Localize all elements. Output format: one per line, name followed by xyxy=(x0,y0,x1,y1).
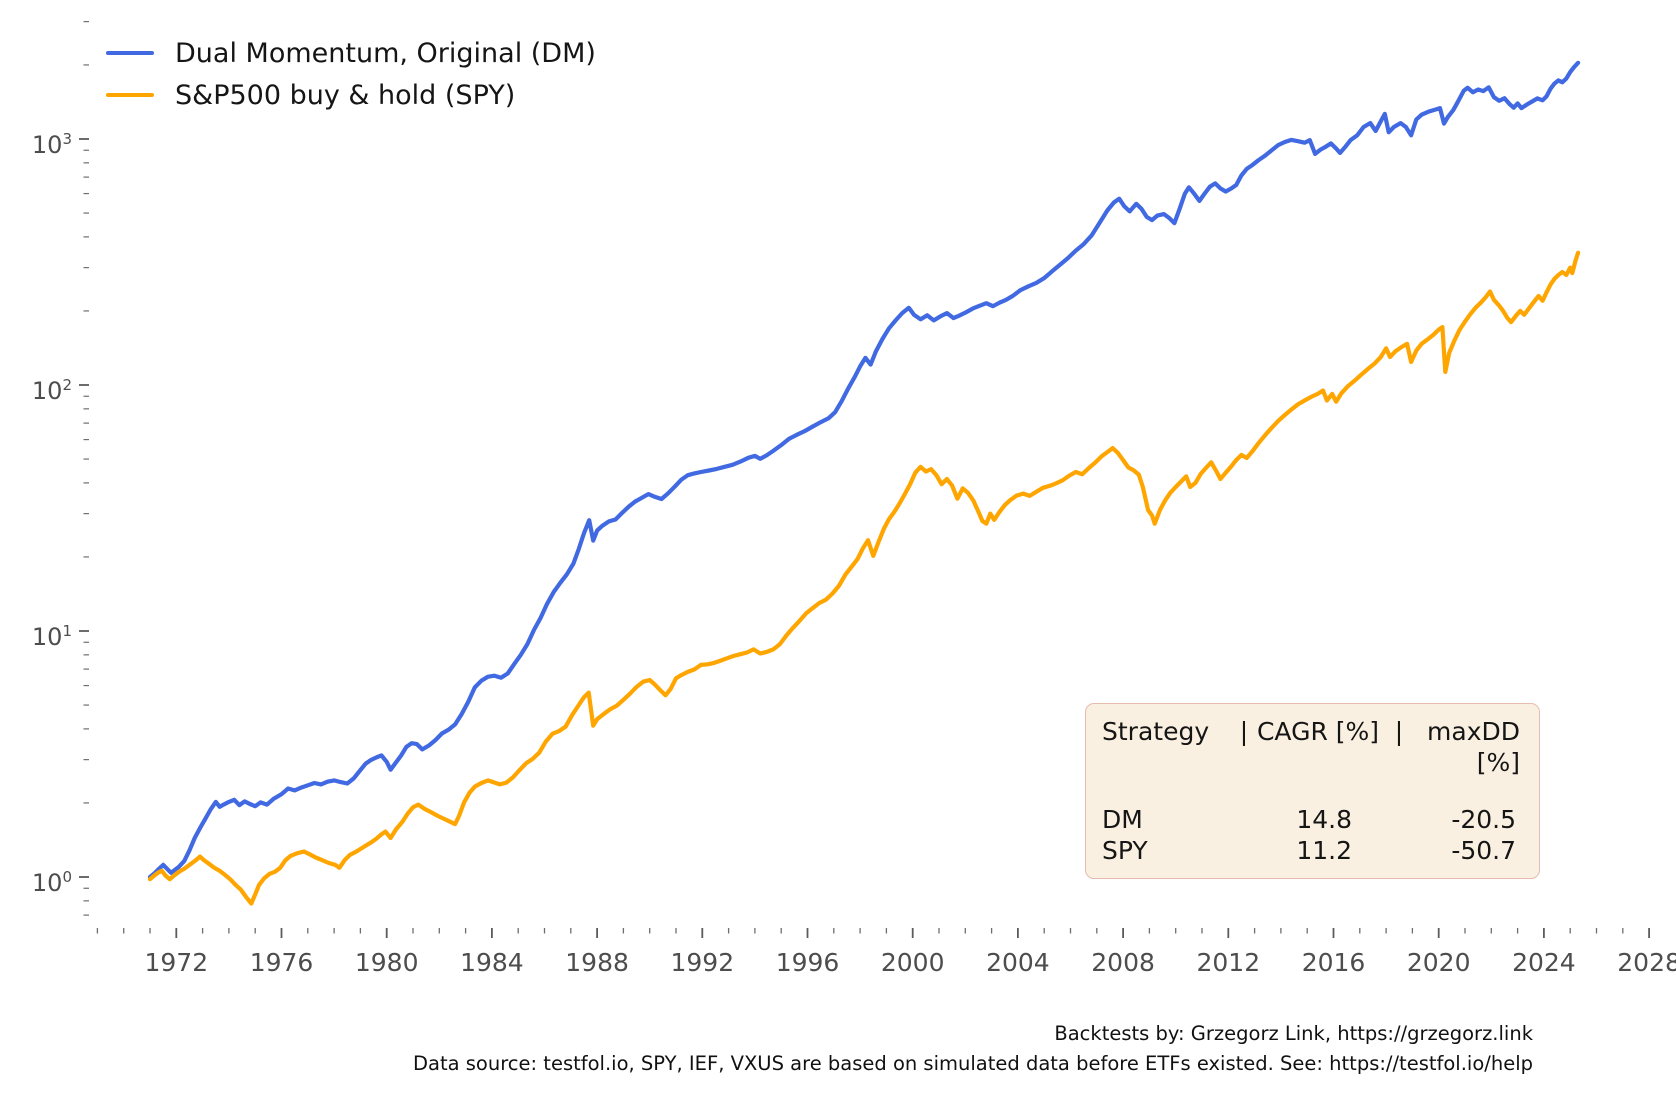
footer: Backtests by: Grzegorz Link, https://grz… xyxy=(413,1019,1533,1078)
svg-text:1988: 1988 xyxy=(565,948,629,977)
stats-spy-cagr: 11.2 xyxy=(1296,836,1352,865)
svg-text:2000: 2000 xyxy=(881,948,945,977)
svg-text:1972: 1972 xyxy=(144,948,208,977)
legend-swatch-0 xyxy=(106,50,154,56)
stats-dm-cagr: 14.8 xyxy=(1296,805,1352,834)
stats-table: Strategy | CAGR [%] | maxDD [%] DM 14.8 … xyxy=(1085,703,1540,879)
svg-text:2004: 2004 xyxy=(986,948,1050,977)
footer-credit-line: Backtests by: Grzegorz Link, https://grz… xyxy=(1054,1022,1533,1045)
svg-text:2012: 2012 xyxy=(1196,948,1260,977)
legend-item-spy: S&P500 buy & hold (SPY) xyxy=(106,74,596,116)
svg-text:1980: 1980 xyxy=(355,948,419,977)
svg-text:2024: 2024 xyxy=(1512,948,1576,977)
svg-text:1992: 1992 xyxy=(670,948,734,977)
svg-text:2016: 2016 xyxy=(1302,948,1366,977)
stats-spy-name: SPY xyxy=(1102,836,1148,865)
svg-text:2008: 2008 xyxy=(1091,948,1155,977)
svg-text:1996: 1996 xyxy=(776,948,840,977)
stats-header-pipe-2: | xyxy=(1394,717,1404,746)
legend-label-dm: Dual Momentum, Original (DM) xyxy=(175,37,596,69)
svg-text:2020: 2020 xyxy=(1407,948,1471,977)
stats-spy-spacer-2 xyxy=(1382,835,1416,866)
legend-item-dm: Dual Momentum, Original (DM) xyxy=(106,32,596,74)
stats-dm-spacer-2 xyxy=(1382,804,1416,835)
y-tick-label-10e1: 101 xyxy=(31,622,72,651)
y-tick-label-10e3: 103 xyxy=(31,130,72,159)
stats-header-strategy: Strategy xyxy=(1102,717,1210,746)
svg-text:2028: 2028 xyxy=(1617,948,1676,977)
stats-table-header: Strategy | CAGR [%] | maxDD [%] xyxy=(1102,716,1523,778)
svg-text:1984: 1984 xyxy=(460,948,524,977)
stats-spy-maxdd: -50.7 xyxy=(1451,836,1516,865)
stats-dm-maxdd: -20.5 xyxy=(1451,805,1516,834)
svg-text:1976: 1976 xyxy=(250,948,314,977)
stats-dm-name: DM xyxy=(1102,805,1143,834)
stats-header-cagr: CAGR [%] xyxy=(1256,717,1380,746)
stats-spy-spacer-1 xyxy=(1234,835,1254,866)
y-tick-label-10e0: 100 xyxy=(31,868,72,897)
stats-header-maxdd: maxDD [%] xyxy=(1427,717,1520,777)
y-tick-label-10e2: 102 xyxy=(31,376,72,405)
footer-datasource-line: Data source: testfol.io, SPY, IEF, VXUS … xyxy=(413,1051,1533,1075)
legend: Dual Momentum, Original (DM) S&P500 buy … xyxy=(106,32,596,116)
stats-dm-spacer-1 xyxy=(1234,804,1254,835)
legend-swatch-1 xyxy=(106,92,154,98)
legend-label-spy: S&P500 buy & hold (SPY) xyxy=(175,79,516,111)
stats-row-dm: DM 14.8 -20.5 xyxy=(1102,804,1523,835)
stats-header-pipe-1: | xyxy=(1239,717,1249,746)
stats-row-spy: SPY 11.2 -50.7 xyxy=(1102,835,1523,866)
